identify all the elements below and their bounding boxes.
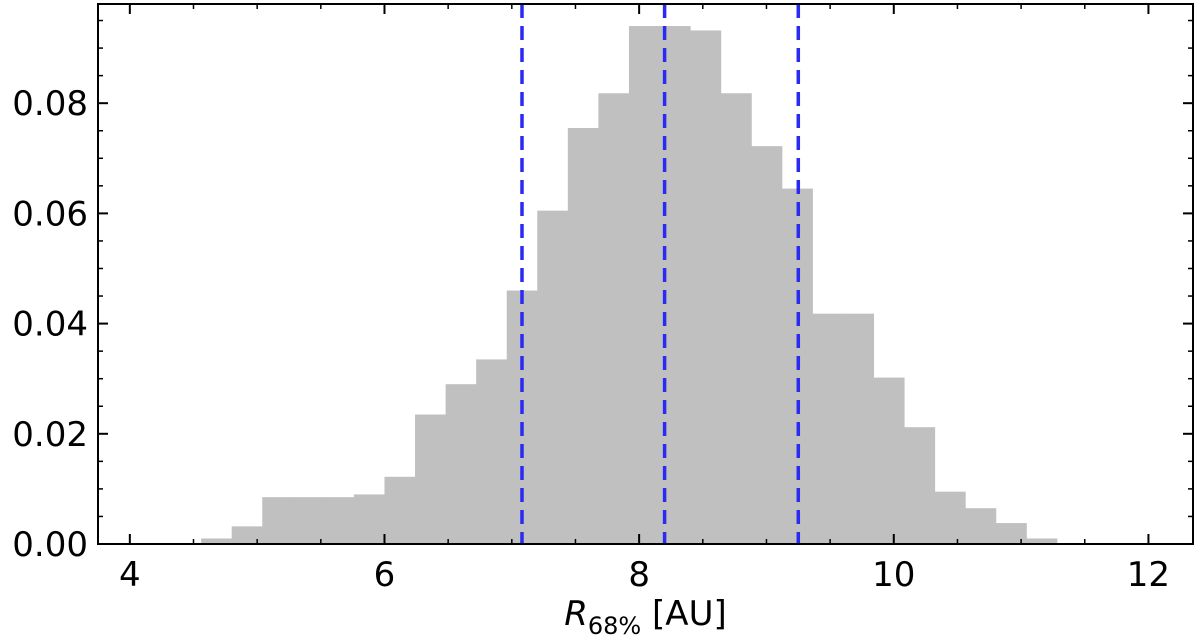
y-tick-label: 0.00 xyxy=(12,525,88,565)
histogram-bar xyxy=(506,290,538,544)
x-tick-label: 12 xyxy=(1127,555,1170,595)
x-axis-symbol: R xyxy=(564,594,588,634)
histogram-bar xyxy=(598,93,630,544)
y-tick-label: 0.04 xyxy=(12,305,88,345)
histogram-bar xyxy=(353,494,386,544)
histogram-bar xyxy=(628,26,661,544)
histogram-bar xyxy=(903,427,936,544)
histogram-bar xyxy=(415,414,447,544)
y-tick-label: 0.08 xyxy=(12,84,88,124)
histogram-bar xyxy=(751,146,783,544)
histogram-bars xyxy=(201,26,1058,545)
plot-frame xyxy=(97,3,1194,545)
histogram-bar xyxy=(965,508,997,544)
axis-ticks: 4 6 8 10 12 0.00 0.02 0.04 0.06 0.08 xyxy=(12,4,1193,595)
x-axis-unit: [AU] xyxy=(641,594,726,634)
x-tick-label: 10 xyxy=(872,555,915,595)
histogram-bar xyxy=(690,30,722,545)
histogram-bar xyxy=(292,497,324,544)
histogram-bar xyxy=(873,377,905,544)
histogram-bar xyxy=(537,210,569,544)
reference-lines xyxy=(520,4,801,544)
histogram-bar xyxy=(1026,538,1058,544)
x-tick-label: 6 xyxy=(374,555,396,595)
histogram-bar xyxy=(201,538,233,544)
histogram-bar xyxy=(445,384,477,544)
histogram-bar xyxy=(476,359,508,544)
x-axis-title: R68% [AU] xyxy=(564,594,726,640)
y-tick-label: 0.02 xyxy=(12,415,88,455)
histogram-bar xyxy=(995,523,1027,544)
histogram-bar xyxy=(720,93,752,544)
histogram-bar xyxy=(842,313,875,544)
x-tick-label: 4 xyxy=(119,555,141,595)
histogram-bar xyxy=(812,313,844,544)
histogram-bar xyxy=(262,497,294,544)
x-axis-subscript: 68% xyxy=(588,612,641,640)
histogram-bar xyxy=(323,497,355,544)
histogram-bar xyxy=(934,491,966,544)
x-tick-label: 8 xyxy=(628,555,650,595)
histogram-bar xyxy=(231,526,263,544)
histogram-bar xyxy=(384,476,416,544)
y-tick-label: 0.06 xyxy=(12,194,88,234)
histogram-bar xyxy=(567,127,599,545)
